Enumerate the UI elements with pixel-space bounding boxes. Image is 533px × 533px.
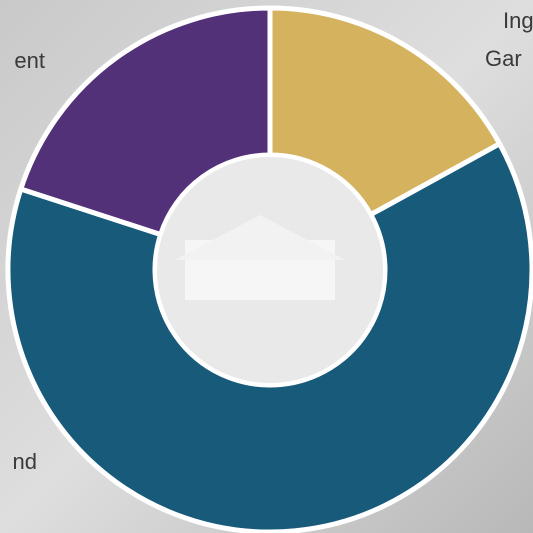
donut-slice [17, 5, 273, 238]
slice-label: nd [13, 449, 37, 474]
donut-slice [267, 5, 503, 218]
hole-roof [175, 215, 345, 260]
slice-label: ent [14, 48, 45, 73]
donut-slice [5, 140, 533, 533]
slice-label: Ing [503, 8, 533, 33]
donut [5, 5, 533, 533]
slice-label: Gar [485, 46, 522, 71]
